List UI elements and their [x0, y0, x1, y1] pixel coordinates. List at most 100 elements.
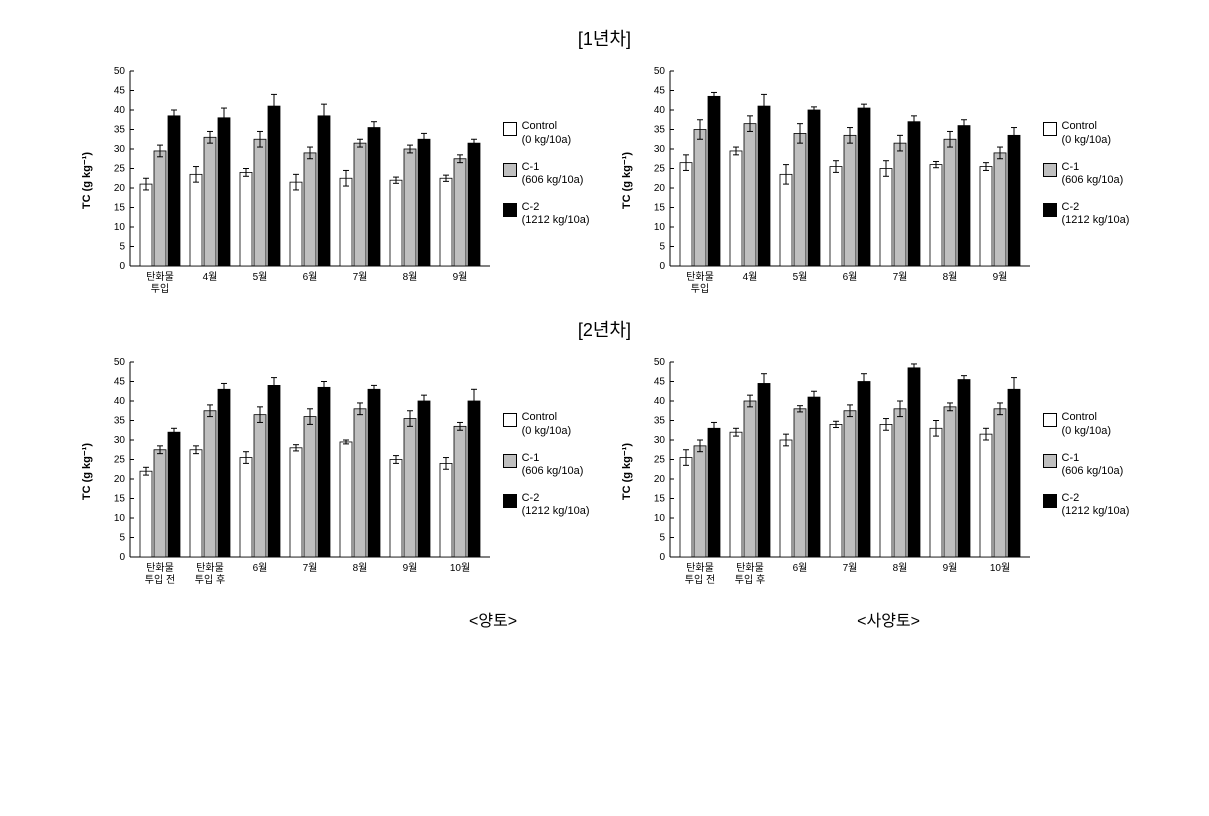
- svg-text:50: 50: [113, 66, 125, 77]
- svg-text:50: 50: [653, 357, 665, 368]
- svg-text:0: 0: [659, 261, 665, 272]
- svg-text:8월: 8월: [892, 562, 907, 574]
- svg-text:45: 45: [113, 377, 125, 388]
- bar-c1: [304, 417, 316, 557]
- bar-control: [190, 450, 202, 557]
- svg-text:탄화물: 탄화물: [146, 271, 174, 283]
- panel-y1-sandy: TC (g kg⁻¹) 05101520253035404550탄화물투입4월5…: [620, 61, 1130, 301]
- row-year1: TC (g kg⁻¹) 05101520253035404550탄화물투입4월5…: [80, 61, 1130, 301]
- svg-text:10: 10: [113, 222, 125, 233]
- bar-control: [730, 432, 742, 557]
- bar-c1: [454, 426, 466, 557]
- svg-text:40: 40: [653, 396, 665, 407]
- swatch-c1: [503, 454, 517, 468]
- bar-c1: [154, 450, 166, 557]
- bar-control: [980, 167, 992, 266]
- bar-c1: [894, 143, 906, 266]
- svg-text:8월: 8월: [402, 271, 417, 283]
- svg-text:25: 25: [113, 455, 125, 466]
- svg-text:0: 0: [119, 261, 125, 272]
- swatch-c2: [503, 203, 517, 217]
- bar-control: [140, 184, 152, 266]
- bar-c1: [404, 419, 416, 557]
- bar-c2: [808, 397, 820, 557]
- legend-control: Control(0 kg/10a): [503, 120, 590, 146]
- bar-c1: [354, 409, 366, 557]
- bar-c2: [218, 118, 230, 266]
- swatch-control: [503, 122, 517, 136]
- svg-text:9월: 9월: [942, 562, 957, 574]
- bar-control: [290, 182, 302, 266]
- svg-text:6월: 6월: [792, 562, 807, 574]
- bar-c2: [268, 385, 280, 557]
- svg-text:0: 0: [119, 552, 125, 563]
- bar-control: [930, 428, 942, 557]
- svg-text:15: 15: [113, 494, 125, 505]
- svg-text:8월: 8월: [352, 562, 367, 574]
- svg-text:투입 전: 투입 전: [144, 573, 174, 586]
- svg-text:탄화물: 탄화물: [196, 562, 224, 574]
- bar-control: [830, 167, 842, 266]
- legend-control: Control(0 kg/10a): [1043, 120, 1130, 146]
- bar-c2: [858, 108, 870, 266]
- bar-c1: [744, 124, 756, 266]
- bar-c1: [994, 153, 1006, 266]
- title-year1: [1년차]: [578, 25, 631, 51]
- svg-text:5월: 5월: [792, 271, 807, 283]
- swatch-c1: [1043, 454, 1057, 468]
- bar-c1: [304, 153, 316, 266]
- svg-text:10: 10: [113, 513, 125, 524]
- bar-c1: [794, 133, 806, 266]
- legend-y1-sandy: Control(0 kg/10a) C-1(606 kg/10a) C-2(12…: [1043, 120, 1130, 241]
- bar-control: [440, 463, 452, 557]
- bar-c2: [1008, 389, 1020, 557]
- soil-labels: <양토> <사양토>: [289, 607, 920, 631]
- chart-y1-loam: 05101520253035404550탄화물투입4월5월6월7월8월9월: [95, 61, 495, 301]
- svg-text:5: 5: [119, 242, 125, 253]
- bar-c2: [958, 380, 970, 557]
- bar-c1: [794, 409, 806, 557]
- swatch-c2: [1043, 203, 1057, 217]
- svg-text:투입 전: 투입 전: [684, 573, 714, 586]
- svg-text:10월: 10월: [989, 562, 1009, 574]
- bar-c1: [254, 415, 266, 557]
- svg-text:6월: 6월: [302, 271, 317, 283]
- bar-c2: [418, 139, 430, 266]
- bar-c2: [708, 428, 720, 557]
- svg-text:10월: 10월: [449, 562, 469, 574]
- bar-control: [240, 172, 252, 266]
- bar-c1: [994, 409, 1006, 557]
- bar-c1: [454, 159, 466, 266]
- legend-c1: C-1(606 kg/10a): [1043, 161, 1130, 187]
- bar-control: [290, 448, 302, 557]
- svg-text:투입 후: 투입 후: [194, 573, 224, 586]
- bar-c2: [468, 143, 480, 266]
- svg-text:탄화물: 탄화물: [146, 562, 174, 574]
- row-year2: TC (g kg⁻¹) 05101520253035404550탄화물투입 전탄…: [80, 352, 1130, 592]
- legend-y1-loam: Control(0 kg/10a) C-1(606 kg/10a) C-2(12…: [503, 120, 590, 241]
- swatch-c1: [1043, 163, 1057, 177]
- bar-control: [680, 163, 692, 266]
- svg-text:30: 30: [653, 435, 665, 446]
- bar-control: [680, 458, 692, 557]
- svg-text:4월: 4월: [742, 271, 757, 283]
- swatch-control: [1043, 413, 1057, 427]
- bar-c2: [218, 389, 230, 557]
- legend-c2: C-2(1212 kg/10a): [503, 492, 590, 518]
- bar-control: [240, 458, 252, 557]
- ylabel: TC (g kg⁻¹): [80, 152, 93, 209]
- figure: [1년차] TC (g kg⁻¹) 05101520253035404550탄화…: [20, 20, 1189, 631]
- svg-text:투입: 투입: [690, 282, 708, 295]
- swatch-control: [1043, 122, 1057, 136]
- swatch-c2: [503, 494, 517, 508]
- legend-c2: C-2(1212 kg/10a): [1043, 492, 1130, 518]
- bar-c2: [268, 106, 280, 266]
- bar-c2: [908, 122, 920, 266]
- legend-control: Control(0 kg/10a): [1043, 411, 1130, 437]
- bar-c2: [168, 116, 180, 266]
- ylabel: TC (g kg⁻¹): [620, 152, 633, 209]
- legend-c1: C-1(606 kg/10a): [503, 452, 590, 478]
- svg-text:50: 50: [653, 66, 665, 77]
- bar-c2: [368, 128, 380, 266]
- bar-c1: [204, 411, 216, 557]
